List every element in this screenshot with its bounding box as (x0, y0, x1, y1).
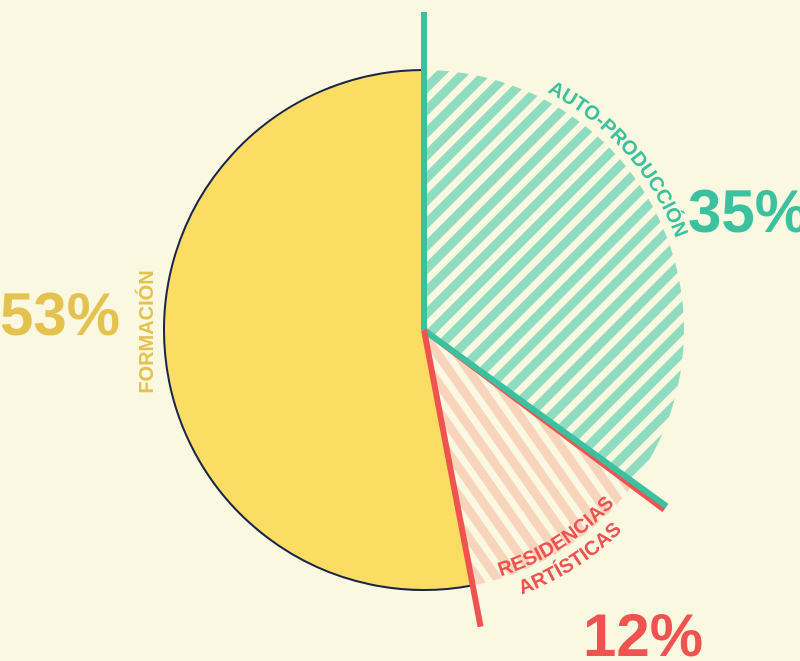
pie-slice (424, 70, 684, 483)
value-label: 53% (0, 281, 120, 348)
pie-slice (424, 330, 635, 586)
value-label: 35% (688, 178, 800, 245)
slice-outline (163, 69, 473, 591)
value-label: 12% (583, 602, 703, 661)
category-label: FORMACIÓN (134, 270, 158, 393)
pie-slice (164, 70, 473, 590)
separator (421, 329, 484, 628)
separator (422, 327, 669, 509)
